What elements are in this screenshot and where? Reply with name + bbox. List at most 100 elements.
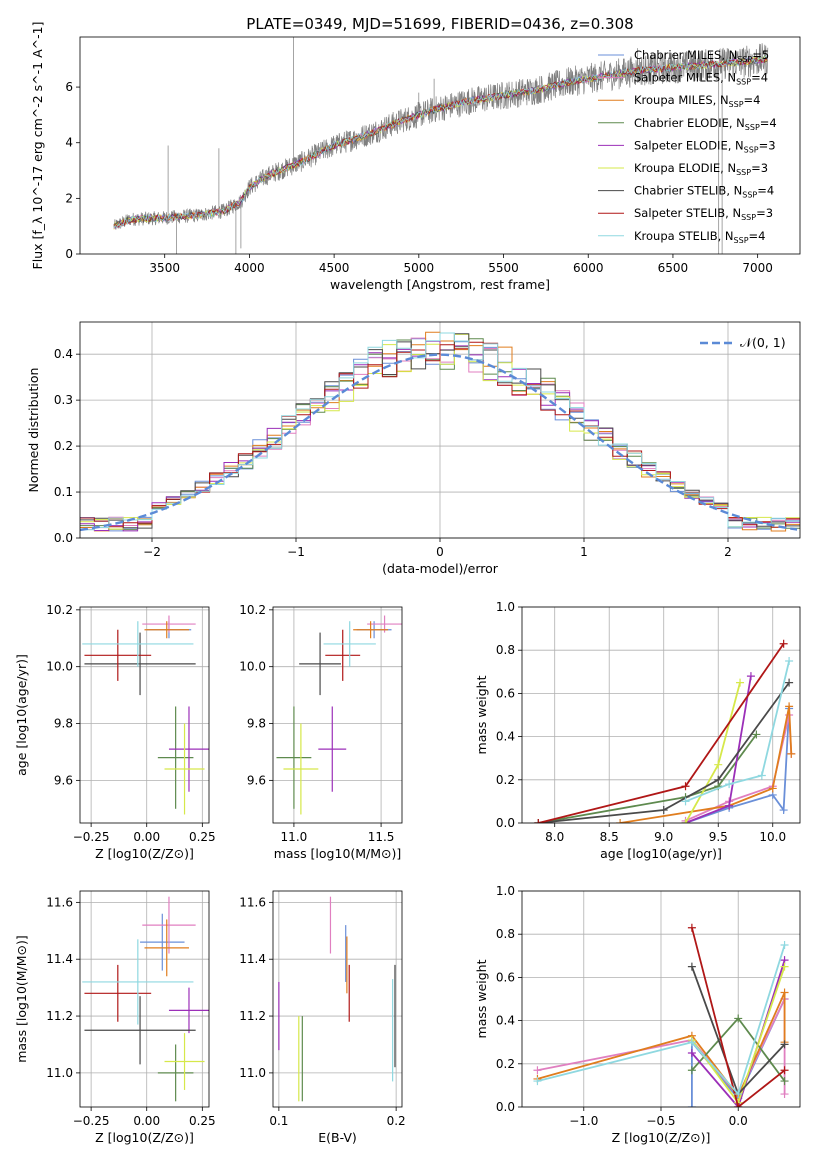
plot-area-weight_vs_Z <box>533 923 789 1107</box>
weight-marker-chabrier_stelib <box>687 962 696 971</box>
weight-marker-kroupa_miles <box>787 749 796 758</box>
y-tick-label: 10.2 <box>46 603 73 617</box>
legend-entry-chabrier_miles: Chabrier MILES, NSSP=5 <box>634 48 769 64</box>
legend-entry-kroupa_elodie: Kroupa ELODIE, NSSP=3 <box>634 161 768 177</box>
x-tick-label: 0.00 <box>133 1114 160 1128</box>
weight-marker-chabrier_stelib <box>714 775 723 784</box>
y-tick-label: 11.6 <box>46 895 73 909</box>
x-axis-label: E(B-V) <box>318 1130 357 1145</box>
weight-marker-chabrier_elodie <box>780 1077 789 1086</box>
y-tick-label: 11.2 <box>46 1009 73 1023</box>
weight-marker-salpeter_miles <box>533 1066 542 1075</box>
plot-area-spectrum <box>113 37 769 254</box>
axes-frame <box>272 890 403 1108</box>
plot-area-weight_vs_age <box>534 639 796 823</box>
axes-frame <box>521 606 801 824</box>
weight-marker-chabrier_elodie <box>752 730 761 739</box>
y-axis-label: mass weight <box>474 959 489 1038</box>
y-tick-label: 0.6 <box>496 970 515 984</box>
x-tick-label: 0.0 <box>729 1114 748 1128</box>
x-axis-label: mass [log10(M/M⊙)] <box>274 846 402 861</box>
y-axis-label: mass weight <box>474 675 489 754</box>
x-tick-label: 4000 <box>234 261 265 275</box>
weight-marker-salpeter_stelib <box>687 923 696 932</box>
weight-marker-kroupa_miles <box>768 784 777 793</box>
y-tick-label: 11.0 <box>239 1066 266 1080</box>
x-tick-label: 0.1 <box>269 1114 288 1128</box>
x-tick-label: −2 <box>143 545 161 559</box>
y-tick-label: 0.1 <box>54 485 73 499</box>
x-tick-label: 0.25 <box>189 1114 216 1128</box>
x-axis-label: Z [log10(Z/Z⊙)] <box>95 846 194 861</box>
x-tick-label: −1 <box>287 545 305 559</box>
weight-marker-kroupa_stelib <box>734 1090 743 1099</box>
figure-title: PLATE=0349, MJD=51699, FIBERID=0436, z=0… <box>246 15 633 33</box>
y-tick-label: 0.0 <box>496 816 515 830</box>
x-tick-label: 0.2 <box>387 1114 406 1128</box>
axes-frame <box>272 606 403 824</box>
y-tick-label: 4 <box>65 136 73 150</box>
legend-entry-salpeter_elodie: Salpeter ELODIE, NSSP=3 <box>634 138 776 154</box>
weight-marker-kroupa_miles <box>785 702 794 711</box>
weight-marker-kroupa_miles <box>780 988 789 997</box>
weight-marker-salpeter_elodie <box>725 801 734 810</box>
weight-marker-chabrier_stelib <box>785 678 794 687</box>
x-tick-label: −0.25 <box>73 1114 110 1128</box>
weight-marker-chabrier_stelib <box>659 806 668 815</box>
weight-line-kroupa_stelib <box>537 944 786 1096</box>
y-tick-label: 0.4 <box>496 1014 515 1028</box>
weight-line-kroupa_miles <box>619 706 793 823</box>
x-tick-label: 0.00 <box>133 830 160 844</box>
y-tick-label: 0.8 <box>496 643 515 657</box>
weight-marker-kroupa_miles <box>616 819 625 823</box>
weight-marker-salpeter_elodie <box>746 672 755 681</box>
x-tick-label: 11.0 <box>281 830 308 844</box>
histogram-kroupa_stelib <box>80 332 800 531</box>
weight-marker-salpeter_stelib <box>681 782 690 791</box>
axes-frame <box>521 890 801 1108</box>
x-tick-label: 8.5 <box>600 830 619 844</box>
weight-marker-chabrier_elodie <box>687 1066 696 1075</box>
weight-marker-salpeter_miles <box>780 1090 789 1099</box>
panel-mass_vs_ebv: 0.1 0.2 11.0 11.2 11.4 11.6 E(B-V) <box>239 890 406 1145</box>
weight-marker-salpeter_stelib <box>780 1066 789 1075</box>
y-tick-label: 0.8 <box>496 927 515 941</box>
normal-curve <box>80 353 798 532</box>
weight-marker-kroupa_stelib <box>785 657 794 665</box>
y-tick-label: 0.4 <box>54 347 73 361</box>
y-tick-label: 6 <box>65 80 73 94</box>
y-tick-label: 0.0 <box>496 1100 515 1114</box>
y-tick-label: 11.2 <box>239 1009 266 1023</box>
y-tick-label: 11.4 <box>239 952 266 966</box>
weight-line-chabrier_stelib <box>538 682 790 823</box>
x-tick-label: 11.5 <box>368 830 395 844</box>
weight-marker-kroupa_elodie <box>681 819 690 823</box>
weight-line-kroupa_stelib <box>685 660 790 803</box>
weight-marker-chabrier_miles <box>687 1103 696 1107</box>
weight-marker-chabrier_stelib <box>780 1040 789 1049</box>
weight-marker-salpeter_stelib <box>734 1103 743 1107</box>
axes-frame <box>79 606 210 824</box>
plot-area-age_vs_mass <box>276 615 402 815</box>
weight-marker-salpeter_stelib <box>779 639 788 648</box>
weight-marker-kroupa_stelib <box>780 941 789 949</box>
x-tick-label: 6500 <box>658 261 689 275</box>
x-tick-label: −0.5 <box>646 1114 675 1128</box>
x-axis-label: (data-model)/error <box>382 561 499 576</box>
y-tick-label: 10.0 <box>46 660 73 674</box>
weight-line-salpeter_elodie <box>691 959 786 1107</box>
panel-residuals: −2 −1 0 1 2 0.0 0.1 0.2 0.3 0.4 (data-model)/error… <box>26 321 801 576</box>
weight-marker-salpeter_stelib <box>534 819 543 823</box>
x-axis-label: Z [log10(Z/Z⊙)] <box>95 1130 194 1145</box>
y-axis-label: Flux [f_λ 10^-17 erg cm^-2 s^-1 A^-1] <box>30 22 45 270</box>
legend-entry-kroupa_stelib: Kroupa STELIB, NSSP=4 <box>634 229 765 245</box>
y-tick-label: 1.0 <box>496 600 515 614</box>
weight-marker-salpeter_elodie <box>687 1049 696 1057</box>
y-tick-label: 0.6 <box>496 686 515 700</box>
plot-area-age_vs_Z <box>82 615 209 815</box>
weight-marker-kroupa_stelib <box>757 771 766 780</box>
y-tick-label: 9.8 <box>54 717 73 731</box>
x-axis-label: wavelength [Angstrom, rest frame] <box>330 277 550 292</box>
y-tick-label: 9.6 <box>247 773 266 787</box>
x-tick-label: 1 <box>580 545 588 559</box>
